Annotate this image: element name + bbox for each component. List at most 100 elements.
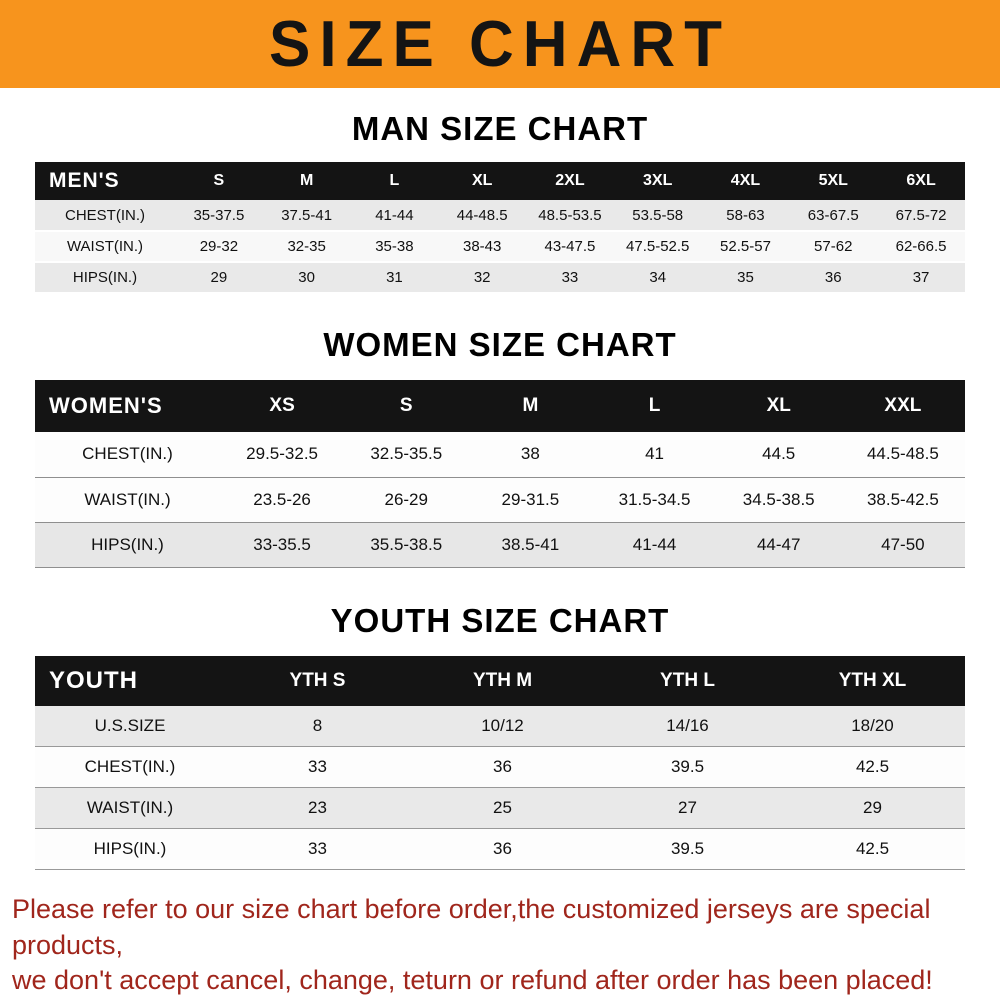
table-header-row: YOUTH YTH S YTH M YTH L YTH XL <box>35 655 965 706</box>
size-value: 27 <box>678 798 697 817</box>
measurement-label: WAIST(IN.) <box>84 489 171 509</box>
size-value: 29 <box>210 269 228 286</box>
size-value: 10/12 <box>481 715 524 735</box>
size-value: 41 <box>645 444 664 464</box>
size-value: 29-31.5 <box>501 489 560 509</box>
size-value: 36 <box>493 757 512 776</box>
banner-title: SIZE CHART <box>269 7 731 81</box>
size-value: 37 <box>912 269 930 286</box>
size-value: 52.5-57 <box>720 238 771 255</box>
size-value: 35.5-38.5 <box>370 534 443 554</box>
women-size-table: WOMEN'S XS S M L XL XXL CHEST(IN.) 29.5-32.5 32.5… <box>35 380 965 568</box>
size-value: 26-29 <box>384 489 428 509</box>
size-value: 41-44 <box>375 206 414 224</box>
size-value: 48.5-53.5 <box>538 206 602 224</box>
table-corner-label: WOMEN'S <box>35 380 220 432</box>
table-row: U.S.SIZE 8 10/12 14/16 18/20 <box>35 705 965 747</box>
size-column-header: YTH M <box>410 655 595 706</box>
table-row: HIPS(IN.) 33-35.5 35.5-38.5 38.5-41 41-44 44-… <box>35 522 965 567</box>
size-value: 43-47.5 <box>544 238 596 255</box>
size-value: 32 <box>473 269 491 286</box>
measurement-label: WAIST(IN.) <box>86 798 174 817</box>
size-value: 31.5-34.5 <box>618 489 691 509</box>
size-value: 31 <box>386 269 403 286</box>
size-value: 44-48.5 <box>456 206 508 224</box>
size-value: 18/20 <box>851 715 894 735</box>
size-value: 38-43 <box>462 238 502 255</box>
table-row: WAIST(IN.) 23.5-26 26-29 29-31.5 31.5-34.5 34… <box>35 477 965 522</box>
order-disclaimer: Please refer to our size chart before or… <box>0 870 1000 999</box>
size-value: 42.5 <box>855 839 890 858</box>
size-column-header: YTH XL <box>780 655 965 706</box>
size-column-header: XS <box>220 380 345 432</box>
size-value: 36 <box>824 269 842 286</box>
size-value: 41-44 <box>632 534 677 554</box>
man-size-section: MAN SIZE CHART MEN'S S M L XL 2XL 3XL 4XL 5XL 6XL… <box>0 110 1000 294</box>
size-value: 44.5-48.5 <box>866 444 939 464</box>
size-value: 33 <box>308 839 327 858</box>
size-chart-banner: SIZE CHART <box>0 0 1000 88</box>
size-value: 38.5-41 <box>501 534 560 554</box>
measurement-label: HIPS(IN.) <box>72 269 138 286</box>
size-column-header: L <box>592 380 717 432</box>
women-size-section: WOMEN SIZE CHART WOMEN'S XS S M L XL XXL CHEST(… <box>0 326 1000 568</box>
disclaimer-line-1: Please refer to our size chart before or… <box>12 894 931 960</box>
measurement-label: WAIST(IN.) <box>66 238 144 255</box>
size-value: 33-35.5 <box>253 534 311 554</box>
size-column-header: YTH L <box>595 655 780 706</box>
table-header-row: WOMEN'S XS S M L XL XXL <box>35 380 965 432</box>
size-column-header: XL <box>438 162 527 200</box>
size-value: 32-35 <box>287 238 326 255</box>
youth-size-table: YOUTH YTH S YTH M YTH L YTH XL U.S.SIZE 8 10/12… <box>35 655 965 871</box>
measurement-label: HIPS(IN.) <box>91 534 164 554</box>
women-size-heading: WOMEN SIZE CHART <box>323 326 677 363</box>
size-value: 23.5-26 <box>253 489 311 509</box>
size-value: 37.5-41 <box>281 206 333 224</box>
size-column-header: 3XL <box>613 162 702 200</box>
size-value: 38.5-42.5 <box>866 489 939 509</box>
men-size-table: MEN'S S M L XL 2XL 3XL 4XL 5XL 6XL CHEST(IN.) 35-37… <box>35 162 965 294</box>
size-column-header: S <box>344 380 469 432</box>
size-value: 57-62 <box>814 238 853 255</box>
size-value: 29.5-32.5 <box>246 444 318 464</box>
table-header-row: MEN'S S M L XL 2XL 3XL 4XL 5XL 6XL <box>35 162 965 200</box>
size-value: 36 <box>493 839 512 858</box>
size-column-header: M <box>262 162 351 200</box>
table-corner-label: MEN'S <box>35 162 175 200</box>
size-column-header: 4XL <box>701 162 790 200</box>
size-value: 34.5-38.5 <box>742 489 815 509</box>
size-value: 34 <box>649 269 667 286</box>
youth-size-section: YOUTH SIZE CHART YOUTH YTH S YTH M YTH L YTH… <box>0 602 1000 871</box>
disclaimer-line-2: we don't accept cancel, change, teturn o… <box>12 965 933 996</box>
man-size-heading: MAN SIZE CHART <box>351 110 649 147</box>
size-column-header: YTH S <box>225 655 410 706</box>
measurement-label: CHEST(IN.) <box>82 444 173 464</box>
measurement-label: U.S.SIZE <box>94 715 166 735</box>
size-value: 63-67.5 <box>807 206 859 224</box>
table-row: HIPS(IN.) 33 36 39.5 42.5 <box>35 828 965 870</box>
size-value: 33 <box>561 269 579 286</box>
size-value: 53.5-58 <box>632 206 684 224</box>
size-value: 35-38 <box>375 238 414 255</box>
table-corner-label: YOUTH <box>35 655 225 706</box>
size-value: 44-47 <box>756 534 801 554</box>
size-value: 14/16 <box>666 715 709 735</box>
measurement-label: CHEST(IN.) <box>65 206 145 224</box>
size-value: 30 <box>298 269 315 286</box>
size-value: 39.5 <box>670 839 705 858</box>
size-column-header: 5XL <box>789 162 878 200</box>
size-value: 58-63 <box>726 206 765 224</box>
size-value: 29 <box>863 798 882 817</box>
size-value: 25 <box>493 798 512 817</box>
size-column-header: L <box>350 162 439 200</box>
size-value: 33 <box>308 757 327 776</box>
size-value: 8 <box>312 715 323 735</box>
size-value: 32.5-35.5 <box>370 444 443 464</box>
measurement-label: CHEST(IN.) <box>84 757 176 776</box>
size-value: 47-50 <box>881 534 925 554</box>
table-row: WAIST(IN.) 23 25 27 29 <box>35 787 965 829</box>
size-column-header: XXL <box>840 380 965 432</box>
size-value: 35-37.5 <box>193 206 245 224</box>
size-value: 67.5-72 <box>895 206 947 224</box>
size-value: 47.5-52.5 <box>626 238 690 255</box>
